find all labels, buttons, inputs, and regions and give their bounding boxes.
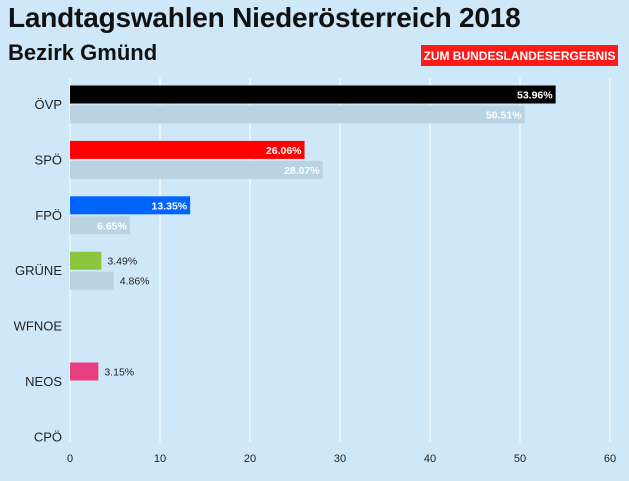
bar-current bbox=[70, 140, 305, 159]
category-label: FPÖ bbox=[35, 208, 62, 223]
category-label: CPÖ bbox=[34, 429, 62, 444]
category-label: NEOS bbox=[25, 374, 62, 389]
bar-current-value-label: 3.49% bbox=[107, 256, 137, 268]
bar-previous bbox=[70, 216, 130, 235]
x-tick-label: 40 bbox=[424, 453, 436, 465]
x-tick-label: 20 bbox=[244, 453, 256, 465]
state-result-link-button[interactable]: ZUM BUNDESLANDESERGEBNIS bbox=[421, 45, 618, 66]
bar-current bbox=[70, 85, 556, 104]
bar-previous bbox=[70, 271, 114, 290]
bar-current-value-label: 26.06% bbox=[266, 145, 302, 157]
category-label: GRÜNE bbox=[15, 263, 62, 278]
page-subtitle: Bezirk Gmünd bbox=[8, 40, 158, 65]
x-tick-label: 0 bbox=[67, 453, 73, 465]
page-title: Landtagswahlen Niederösterreich 2018 bbox=[8, 2, 521, 33]
bar-previous bbox=[70, 105, 525, 124]
bar-current bbox=[70, 196, 191, 215]
x-tick-label: 50 bbox=[514, 453, 526, 465]
category-label: SPÖ bbox=[35, 152, 62, 167]
bar-previous-value-label: 6.65% bbox=[97, 220, 127, 232]
bar-current bbox=[70, 251, 102, 270]
category-label: ÖVP bbox=[35, 97, 62, 112]
bar-current bbox=[70, 362, 99, 381]
bar-previous-value-label: 50.51% bbox=[486, 110, 522, 122]
x-tick-label: 30 bbox=[334, 453, 346, 465]
x-tick-label: 10 bbox=[154, 453, 166, 465]
bar-current-value-label: 13.35% bbox=[152, 200, 188, 212]
category-label: WFNOE bbox=[14, 319, 63, 334]
bar-current-value-label: 3.15% bbox=[104, 367, 134, 379]
bar-previous-value-label: 4.86% bbox=[120, 276, 150, 288]
x-tick-label: 60 bbox=[604, 453, 616, 465]
bar-previous bbox=[70, 160, 323, 179]
bar-previous-value-label: 28.07% bbox=[284, 165, 320, 177]
bar-current-value-label: 53.96% bbox=[517, 90, 553, 102]
